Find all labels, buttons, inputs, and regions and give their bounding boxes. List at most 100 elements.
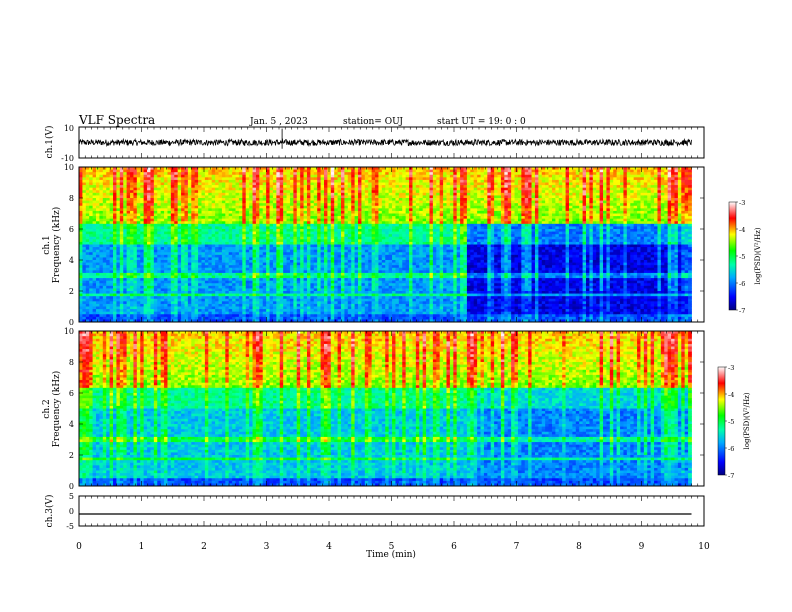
spectrogram-cell (270, 312, 274, 315)
spectrogram-cell (212, 294, 216, 297)
spectrogram-cell (253, 229, 257, 232)
spectrogram-cell (208, 195, 212, 198)
spectrogram-cell (188, 260, 192, 263)
spectrogram-cell (181, 211, 185, 214)
spectrogram-cell (293, 180, 297, 183)
spectrogram-cell (331, 276, 335, 279)
spectrogram-cell (280, 239, 284, 242)
spectrogram-cell (130, 195, 134, 198)
spectrogram-cell (300, 288, 304, 291)
spectrogram-cell (116, 203, 120, 206)
spectrogram-cell (191, 250, 195, 253)
spectrogram-cell (307, 304, 311, 307)
spectrogram-cell (99, 201, 103, 204)
spectrogram-cell (293, 278, 297, 281)
spectrogram-cell (242, 278, 246, 281)
spectrogram-cell (338, 278, 342, 281)
spectrogram-cell (89, 183, 93, 186)
spectrogram-cell (140, 317, 144, 320)
spectrogram-cell (195, 198, 199, 201)
spectrogram-cell (259, 183, 263, 186)
spectrogram-cell (287, 180, 291, 183)
spectrogram-cell (324, 201, 328, 204)
spectrogram-cell (181, 273, 185, 276)
spectrogram-cell (191, 263, 195, 266)
spectrogram-cell (321, 183, 325, 186)
spectrogram-cell (93, 237, 97, 240)
spectrogram-cell (338, 201, 342, 204)
spectrogram-cell (116, 180, 120, 183)
spectrogram-cell (348, 188, 352, 191)
spectrogram-cell (334, 294, 338, 297)
spectrogram-cell (229, 234, 233, 237)
spectrogram-cell (144, 226, 148, 229)
spectrogram-cell (290, 268, 294, 271)
spectrogram-cell (229, 283, 233, 286)
spectrogram-cell (161, 260, 165, 263)
spectrogram-cell (293, 185, 297, 188)
spectrogram-cell (317, 239, 321, 242)
spectrogram-cell (239, 224, 243, 227)
spectrogram-cell (113, 273, 117, 276)
spectrogram-cell (327, 291, 331, 294)
spectrogram-cell (307, 265, 311, 268)
spectrogram-cell (266, 208, 270, 211)
spectrogram-cell (137, 172, 141, 175)
spectrogram-cell (334, 190, 338, 193)
spectrogram-cell (171, 288, 175, 291)
spectrogram-cell (331, 245, 335, 248)
spectrogram-cell (191, 296, 195, 299)
spectrogram-cell (229, 296, 233, 299)
spectrogram-cell (246, 170, 250, 173)
spectrogram-cell (263, 232, 267, 235)
spectrogram-cell (133, 268, 137, 271)
spectrogram-cell (89, 260, 93, 263)
spectrogram-cell (208, 314, 212, 317)
spectrogram-cell (249, 237, 253, 240)
spectrogram-cell (338, 276, 342, 279)
spectrogram-cell (99, 265, 103, 268)
spectrogram-cell (266, 195, 270, 198)
spectrogram-cell (184, 309, 188, 312)
spectrogram-cell (276, 214, 280, 217)
spectrogram-cell (123, 201, 127, 204)
spectrogram-cell (287, 190, 291, 193)
spectrogram-cell (150, 177, 154, 180)
spectrogram-cell (147, 291, 151, 294)
spectrogram-cell (317, 304, 321, 307)
spectrogram-cell (239, 175, 243, 178)
spectrogram-cell (167, 185, 171, 188)
spectrogram-cell (215, 214, 219, 217)
spectrogram-cell (246, 206, 250, 209)
spectrogram-cell (293, 257, 297, 260)
spectrogram-cell (133, 273, 137, 276)
spectrogram-cell (130, 214, 134, 217)
spectrogram-cell (256, 309, 260, 312)
spectrogram-cell (154, 208, 158, 211)
spectrogram-cell (290, 270, 294, 273)
spectrogram-cell (236, 252, 240, 255)
spectrogram-cell (324, 232, 328, 235)
spectrogram-cell (144, 301, 148, 304)
spectrogram-cell (157, 247, 161, 250)
spectrogram-cell (348, 214, 352, 217)
spectrogram-cell (205, 278, 209, 281)
spectrogram-cell (344, 172, 348, 175)
spectrogram-cell (157, 257, 161, 260)
spectrogram-cell (280, 180, 284, 183)
spectrogram-cell (317, 299, 321, 302)
spectrogram-cell (147, 229, 151, 232)
spectrogram-cell (154, 283, 158, 286)
spectrogram-cell (208, 201, 212, 204)
spectrogram-cell (157, 201, 161, 204)
spectrogram-cell (137, 170, 141, 173)
spectrogram-cell (202, 185, 206, 188)
spectrogram-cell (249, 260, 253, 263)
spectrogram-cell (130, 299, 134, 302)
spectrogram-cell (161, 203, 165, 206)
spectrogram-cell (239, 288, 243, 291)
spectrogram-cell (222, 317, 226, 320)
spectrogram-cell (341, 283, 345, 286)
spectrogram-cell (164, 301, 168, 304)
spectrogram-cell (140, 314, 144, 317)
